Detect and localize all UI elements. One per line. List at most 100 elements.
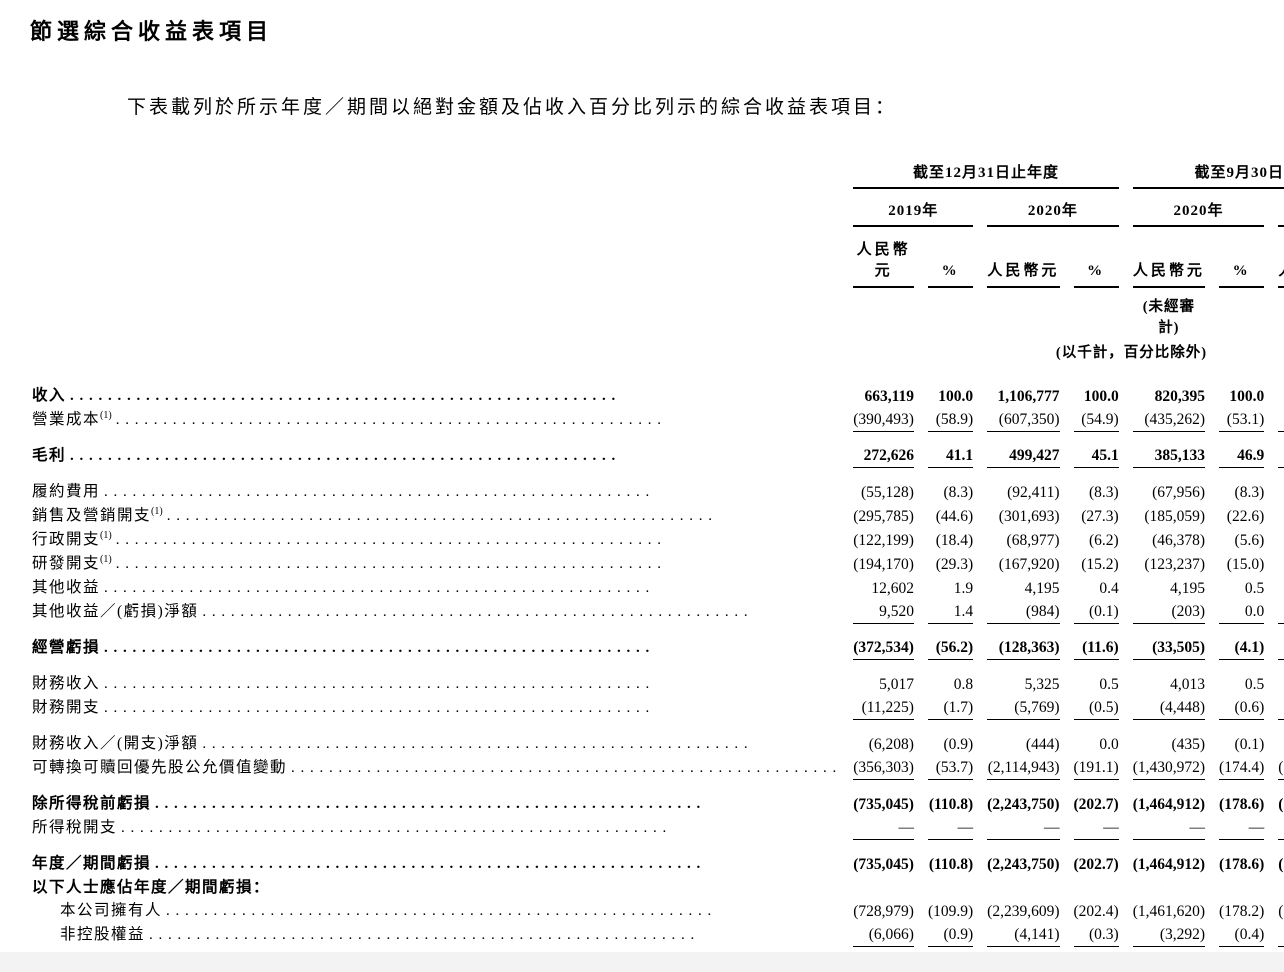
footnote-marker: (1): [100, 409, 112, 421]
cell-value: (67,956): [1152, 484, 1206, 501]
table-row: 除所得稅前虧損 (735,045) (110.8) (2,243,750) (202.7…: [32, 792, 1284, 816]
cell-value: 5,017: [879, 676, 914, 693]
cell-value: (4,448): [1132, 696, 1206, 720]
cell-value: 1,106,777: [997, 388, 1060, 405]
cell-value: (2,457,768): [1278, 796, 1284, 813]
cell-value: —: [1132, 816, 1206, 840]
cell-value: (22.6): [1226, 508, 1265, 525]
dot-leader: [70, 384, 837, 408]
period-group-fy: 截至12月31日止年度: [853, 161, 1119, 189]
cell-value: (435): [1171, 736, 1206, 753]
col-header-amount: 人民幣元: [1278, 227, 1284, 288]
row-spacer: [32, 468, 1284, 480]
cell-value: 41.1: [927, 444, 974, 468]
cell-value: 272,626: [853, 444, 914, 468]
cell-value: [1074, 876, 1119, 899]
cell-value: (44.6): [935, 508, 974, 525]
row-label: 本公司擁有人: [32, 899, 839, 923]
page-title: 節選綜合收益表項目: [30, 19, 274, 44]
cell-value: (110.8): [928, 856, 974, 873]
empty-cell: [32, 189, 839, 227]
cell-value: (1,464,912): [1132, 856, 1206, 873]
cell-value: 45.1: [1073, 444, 1119, 468]
cell-value: (0.4): [1219, 923, 1265, 947]
cell-value: (2,239,609): [987, 903, 1060, 920]
table-row: 其他收益／(虧損)淨額 9,520 1.4 (984) (0.1) (203) 0.0 9,5…: [32, 600, 1284, 624]
cell-value: 663,119: [864, 388, 914, 405]
dot-leader: [149, 923, 837, 947]
period-group-9m: 截至9月30日止九個月: [1132, 161, 1284, 189]
dot-leader: [116, 408, 838, 432]
row-label: 其他收益: [32, 576, 839, 600]
dot-leader: [166, 899, 837, 923]
cell-value: (68,977): [1006, 532, 1060, 549]
cell-value: (301,693): [998, 508, 1060, 525]
cell-value: (202.4): [1073, 903, 1119, 920]
cell-value: (0.9): [927, 923, 974, 947]
cell-value: (194,170): [853, 556, 914, 573]
row-spacer: [32, 372, 1284, 384]
cell-value: (203): [1132, 600, 1206, 624]
cell-value: 1.4: [927, 600, 974, 624]
table-row: 財務收入／(開支)淨額 (6,208) (0.9) (444) 0.0 (435) (0.1…: [32, 732, 1284, 756]
cell-value: (0.1): [1234, 736, 1265, 753]
cell-value: (2,114,943): [987, 756, 1060, 780]
page-bottom-edge: [0, 952, 1284, 972]
cell-value: —: [1219, 816, 1265, 840]
unaudited-note-row: (未經審計) (未經審計): [32, 288, 1284, 337]
table-row: 行政開支(1) (122,199) (18.4) (68,977) (6.2) (46,3…: [32, 528, 1284, 552]
col-header-amount: 人民幣元: [853, 227, 914, 288]
cell-value: (0.9): [943, 736, 974, 753]
row-spacer: [32, 840, 1284, 852]
cell-value: (56.2): [927, 636, 974, 660]
cell-value: [987, 876, 1059, 899]
empty-cell: [32, 288, 839, 337]
cell-value: 12,602: [871, 580, 914, 597]
cell-value: (178.6): [1219, 856, 1265, 873]
cell-value: (94,871): [1278, 480, 1284, 504]
cell-value: (799,298): [1278, 636, 1284, 660]
cell-value: [928, 876, 973, 899]
cell-value: (109.9): [927, 903, 974, 920]
cell-value: 493,722: [1278, 444, 1284, 468]
cell-value: (58.9): [927, 408, 974, 432]
cell-value: (202.7): [1073, 856, 1119, 873]
cell-value: (123,237): [1144, 556, 1206, 573]
cell-value: (55,128): [861, 484, 914, 501]
dot-leader: [104, 696, 837, 720]
col-header-percent: %: [927, 227, 974, 288]
cell-value: (185,059): [1144, 508, 1206, 525]
cell-value: (435,262): [1132, 408, 1206, 432]
cell-value: 100.0: [1229, 388, 1265, 405]
cell-value: (146,480): [1278, 528, 1284, 552]
cell-value: (110.8): [928, 796, 974, 813]
cell-value: 4,781: [1278, 732, 1284, 756]
cell-value: (735,045): [853, 856, 914, 873]
cell-value: 0.5: [1099, 676, 1119, 693]
row-label: 所得稅開支: [32, 816, 839, 840]
row-spacer: [32, 720, 1284, 732]
dot-leader: [104, 672, 837, 696]
units-note: (以千計，百分比除外): [1055, 345, 1208, 361]
dot-leader: [104, 576, 837, 600]
dot-leader: [104, 480, 837, 504]
cell-value: 820,395: [1154, 388, 1206, 405]
table-row: 本公司擁有人 (728,979) (109.9) (2,239,609) (202.4)…: [32, 899, 1284, 923]
dot-leader: [116, 528, 838, 552]
cell-value: 0.0: [1219, 600, 1265, 624]
cell-value: (29.3): [935, 556, 974, 573]
cell-value: (18.4): [935, 532, 974, 549]
cell-value: (178.2): [1219, 903, 1265, 920]
table-row: 經營虧損 (372,534) (56.2) (128,363) (11.6) (33,50…: [32, 636, 1284, 660]
intro-paragraph: 下表載列於所示年度／期間以絕對金額及佔收入百分比列示的綜合收益表項目：: [127, 97, 898, 118]
table-row: 年度／期間虧損 (735,045) (110.8) (2,243,750) (202.7…: [32, 852, 1284, 876]
cell-value: —: [927, 816, 974, 840]
cell-value: (8.3): [1234, 484, 1265, 501]
unaudited-note: (未經審計): [1278, 288, 1284, 337]
cell-value: (92,411): [1007, 484, 1060, 501]
cell-value: (0.5): [1073, 696, 1119, 720]
footnote-marker: (1): [100, 529, 112, 541]
units-note-row: (以千計，百分比除外): [32, 337, 1284, 372]
cell-value: (0.1): [1073, 600, 1119, 624]
